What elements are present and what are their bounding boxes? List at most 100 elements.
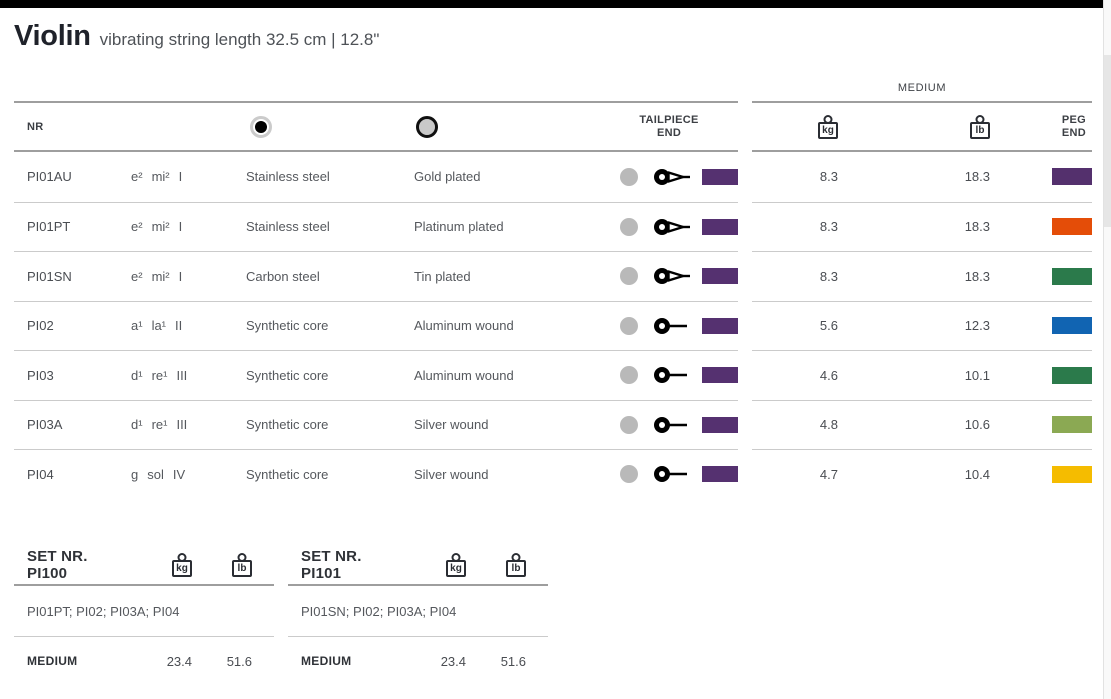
set-title: SET NR. PI101 — [301, 547, 362, 582]
tailpiece-silk-swatch — [702, 466, 738, 483]
cell-dot — [614, 267, 644, 286]
cell-tailpiece-silk — [702, 218, 738, 235]
col-header-lb: lb — [838, 115, 990, 139]
cell-nr: PI04 — [27, 466, 54, 482]
set-col-kg: kg — [406, 553, 466, 577]
peg-silk-swatch — [1052, 317, 1092, 335]
cell-lb: 10.4 — [964, 466, 990, 482]
peg-silk-swatch — [1052, 218, 1092, 236]
note-pitch: g — [131, 466, 139, 482]
kg-weight-label: kg — [176, 562, 188, 574]
cell-lb: 18.3 — [964, 268, 990, 284]
cell-nr: PI01SN — [27, 268, 72, 284]
peg-silk-swatch — [1052, 416, 1092, 434]
gray-dot-icon — [620, 167, 638, 186]
cell-lb: 10.1 — [964, 367, 990, 383]
cell-dot — [614, 415, 644, 434]
cell-dot — [614, 465, 644, 484]
filled-circle-icon — [250, 115, 272, 138]
set-col-lb: lb — [192, 553, 252, 577]
loop-end-icon — [654, 218, 690, 235]
table-row: PI03A d¹ re¹ III Synthetic core Silver wou… — [14, 399, 738, 450]
set-contents: PI01PT; PI02; PI03A; PI04 — [14, 586, 274, 637]
cell-kg: 8.3 — [819, 268, 838, 284]
set-header: SET NR. PI101 kg lb — [288, 545, 548, 586]
note-solfege: mi² — [151, 219, 170, 235]
cell-peg-silk — [990, 416, 1092, 434]
note-numeral: III — [176, 367, 188, 383]
cell-kg: 8.3 — [819, 219, 838, 235]
table-row: PI01AU e² mi² I Stainless steel Gold plate… — [14, 152, 738, 202]
col-header-nr: NR — [27, 120, 44, 133]
note-solfege: re¹ — [151, 367, 168, 383]
gray-dot-icon — [620, 465, 638, 484]
note-solfege: mi² — [151, 268, 170, 284]
set-gauge-label: MEDIUM — [301, 654, 352, 668]
cell-core-material: Stainless steel — [246, 169, 330, 185]
tailpiece-silk-swatch — [702, 416, 738, 433]
kg-weight-icon: kg — [172, 559, 192, 577]
medium-row: 4.7 10.4 — [752, 449, 1092, 499]
scrollbar-track[interactable] — [1103, 0, 1111, 699]
top-bar — [0, 0, 1111, 8]
scrollbar-thumb[interactable] — [1104, 55, 1111, 227]
cell-lb: 12.3 — [964, 318, 990, 334]
gray-dot-icon — [620, 267, 638, 286]
cell-core-material: Synthetic core — [246, 367, 329, 383]
ball-end-icon — [654, 317, 687, 334]
medium-row: 8.3 18.3 — [752, 251, 1092, 301]
medium-row: 5.6 12.3 — [752, 300, 1092, 351]
medium-section: MEDIUM kg lb PEG END 8.3 18.3 8.3 18.3 8… — [752, 82, 1092, 499]
cell-peg-silk — [990, 465, 1092, 483]
cell-winding: Silver wound — [414, 466, 489, 482]
set-col-lb: lb — [466, 553, 526, 577]
cell-lb: 18.3 — [964, 219, 990, 235]
set-kg-value: 23.4 — [440, 653, 466, 669]
cell-tailpiece-end — [644, 366, 702, 384]
filled-circle-core — [255, 120, 267, 133]
cell-winding: Silver wound — [414, 417, 489, 433]
cell-tailpiece-silk — [702, 466, 738, 483]
medium-section-header: kg lb PEG END — [752, 101, 1092, 152]
set-lb-value: 51.6 — [226, 653, 252, 669]
note-pitch: e² — [131, 268, 143, 284]
cell-notes: d¹ re¹ III — [131, 368, 246, 383]
note-solfege: re¹ — [151, 417, 168, 433]
set-gauge-label: MEDIUM — [27, 654, 78, 668]
note-pitch: d¹ — [131, 367, 143, 383]
ball-end-icon — [654, 416, 687, 433]
cell-winding: Tin plated — [414, 268, 471, 284]
set-contents: PI01SN; PI02; PI03A; PI04 — [288, 586, 548, 637]
set-col-kg: kg — [132, 553, 192, 577]
cell-winding: Aluminum wound — [414, 367, 514, 383]
cell-tailpiece-end — [644, 267, 702, 285]
table-row: PI01PT e² mi² I Stainless steel Platinum p… — [14, 201, 738, 252]
lb-weight-label: lb — [237, 562, 247, 574]
cell-core-material: Stainless steel — [246, 219, 330, 235]
page-header: Violin vibrating string length 32.5 cm |… — [14, 20, 379, 53]
cell-nr: PI02 — [27, 318, 54, 334]
cell-nr: PI01PT — [27, 219, 71, 235]
tailpiece-silk-swatch — [702, 268, 738, 285]
cell-peg-silk — [990, 366, 1092, 384]
cell-winding: Aluminum wound — [414, 318, 514, 334]
page-subtitle: vibrating string length 32.5 cm | 12.8" — [99, 30, 380, 49]
cell-notes: d¹ re¹ III — [131, 417, 246, 432]
page-title: Violin — [14, 20, 91, 52]
gray-dot-icon — [620, 366, 638, 385]
cell-tailpiece-silk — [702, 168, 738, 185]
ball-end-icon — [654, 466, 687, 483]
set-lb-value: 51.6 — [500, 653, 526, 669]
cell-notes: a¹ la¹ II — [131, 318, 246, 333]
outlined-circle-icon — [416, 115, 438, 138]
note-numeral: II — [175, 318, 183, 334]
lb-weight-label: lb — [975, 124, 985, 136]
loop-end-icon — [654, 268, 690, 285]
table-row: PI03 d¹ re¹ III Synthetic core Aluminum wo… — [14, 350, 738, 400]
cell-tailpiece-silk — [702, 367, 738, 384]
col-header-kg: kg — [752, 115, 838, 139]
peg-silk-swatch — [1052, 465, 1092, 483]
cell-tailpiece-silk — [702, 317, 738, 334]
set-table-pi100: SET NR. PI100 kg lb PI01PT; PI02; PI03A;… — [14, 545, 274, 685]
note-pitch: d¹ — [131, 417, 143, 433]
